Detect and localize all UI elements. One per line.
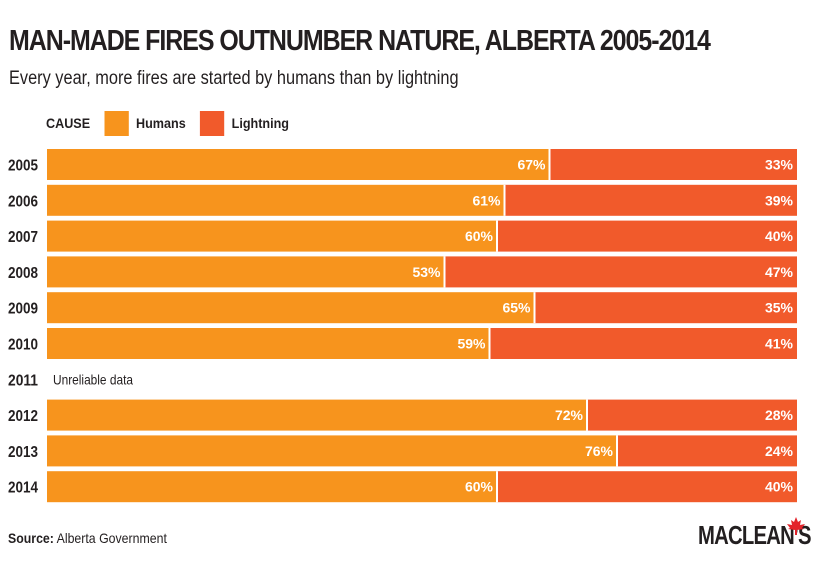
maple-leaf-icon <box>787 517 805 535</box>
year-label: 2010 <box>8 337 38 354</box>
year-label: 2007 <box>8 229 38 246</box>
bar-lightning <box>444 256 797 288</box>
source-note: Source: Alberta Government <box>8 530 167 546</box>
data-label-lightning: 24% <box>765 443 794 459</box>
data-label-lightning: 39% <box>765 192 794 208</box>
data-label-humans: 59% <box>457 336 486 352</box>
year-label: 2008 <box>8 265 38 282</box>
bar-lightning <box>587 399 797 431</box>
bar-humans <box>47 471 497 503</box>
legend-swatch-lightning <box>200 110 225 136</box>
bar-humans <box>47 328 490 359</box>
annotation-unreliable-data: Unreliable data <box>53 371 133 387</box>
bar-humans <box>47 399 587 431</box>
data-label-humans: 60% <box>465 479 494 495</box>
bar-lightning <box>534 292 797 324</box>
bar-lightning <box>504 184 797 216</box>
data-label-humans: 60% <box>465 228 494 244</box>
chart-title: MAN-MADE FIRES OUTNUMBER NATURE, ALBERTA… <box>9 25 711 57</box>
chart-subtitle: Every year, more fires are started by hu… <box>9 68 459 89</box>
data-label-humans: 65% <box>502 300 531 316</box>
data-label-lightning: 35% <box>765 300 794 316</box>
bar-humans <box>47 184 505 216</box>
bar-humans <box>47 292 535 324</box>
year-label: 2009 <box>8 301 38 318</box>
year-label: 2014 <box>8 480 38 497</box>
data-label-humans: 53% <box>412 264 441 280</box>
bar-lightning <box>489 328 797 359</box>
bar-humans <box>47 435 617 467</box>
data-label-lightning: 28% <box>765 407 794 423</box>
source-text: Alberta Government <box>53 530 167 546</box>
data-label-humans: 76% <box>585 443 614 459</box>
year-label: 2011 <box>8 372 38 389</box>
year-label: 2012 <box>8 408 38 425</box>
year-label: 2013 <box>8 444 38 461</box>
bar-humans <box>47 149 550 180</box>
bar-humans <box>47 256 445 288</box>
bar-lightning <box>549 149 797 180</box>
data-label-lightning: 33% <box>765 157 794 173</box>
data-label-humans: 72% <box>555 407 584 423</box>
data-label-lightning: 47% <box>765 264 794 280</box>
legend-label-lightning: Lightning <box>231 115 290 131</box>
source-label: Source: <box>8 530 54 546</box>
data-label-humans: 67% <box>517 157 546 173</box>
legend-heading: CAUSE <box>46 115 91 131</box>
data-label-lightning: 40% <box>765 479 794 495</box>
stacked-bar-chart: 2005 67% 33% 2006 61% 39% 2007 60% 40% 2008 53% 47%… <box>8 149 797 503</box>
bar-lightning <box>497 220 797 252</box>
legend: CAUSE Humans Lightning <box>46 110 303 136</box>
data-label-lightning: 41% <box>765 336 794 352</box>
data-label-lightning: 40% <box>765 228 794 244</box>
legend-swatch-humans <box>104 110 129 136</box>
legend-label-humans: Humans <box>136 115 186 131</box>
year-label: 2005 <box>8 158 38 175</box>
year-label: 2006 <box>8 193 38 210</box>
data-label-humans: 61% <box>472 192 501 208</box>
bar-lightning <box>497 471 797 503</box>
bar-humans <box>47 220 497 252</box>
bar-lightning <box>617 435 797 467</box>
